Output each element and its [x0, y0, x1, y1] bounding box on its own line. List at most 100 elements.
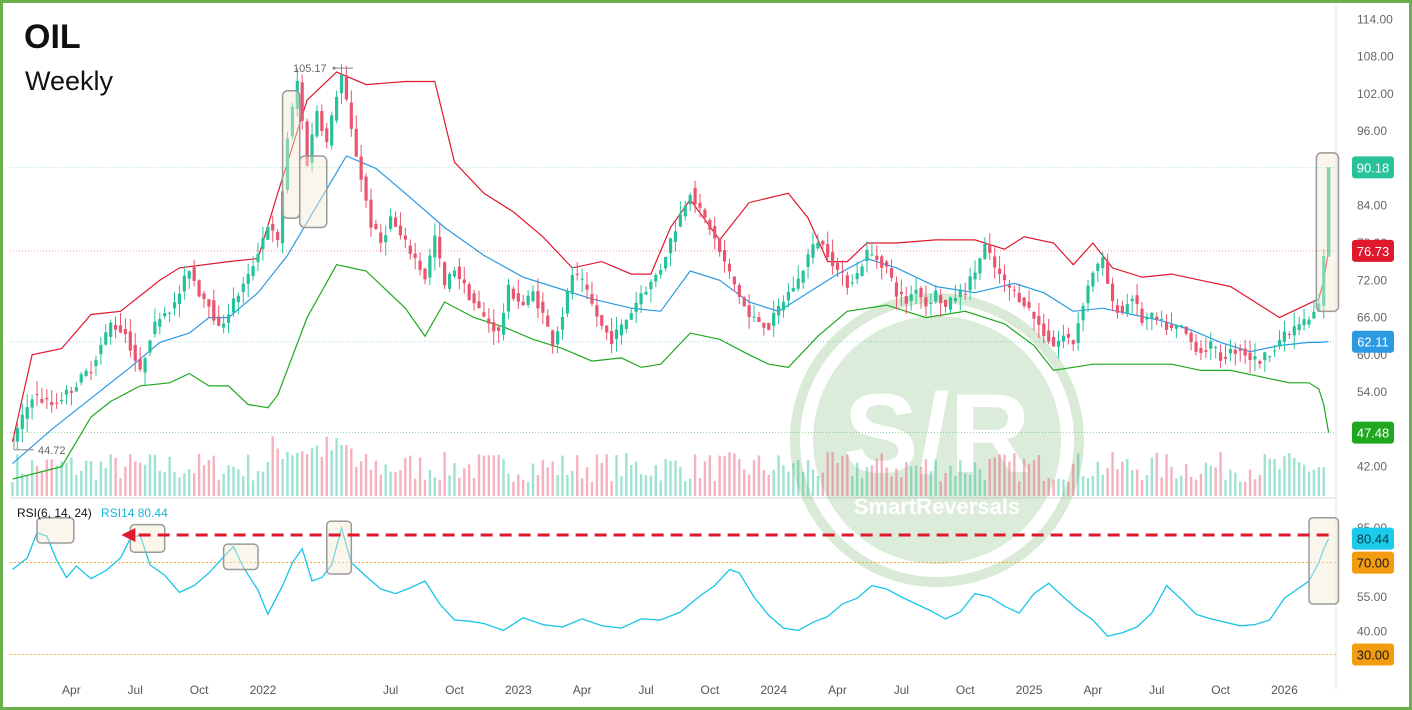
volume-bar: [428, 469, 432, 496]
volume-bar: [939, 481, 942, 496]
volume-bar: [1219, 452, 1222, 496]
candle-body: [767, 322, 771, 330]
time-tick-label: 2026: [1271, 683, 1298, 697]
volume-bar: [1312, 469, 1316, 496]
volume-bar: [1317, 467, 1321, 496]
high-price-annotation: 105.17: [293, 63, 327, 75]
candle-body: [256, 254, 260, 263]
candle-body: [1282, 331, 1287, 342]
volume-bar: [743, 469, 746, 496]
candle-body: [1081, 305, 1085, 321]
candle-body: [624, 319, 628, 329]
volume-bar: [836, 463, 839, 496]
candle-body: [909, 294, 913, 301]
volume-bar: [104, 467, 107, 496]
volume-bar: [634, 461, 638, 496]
volume-bar: [1072, 463, 1075, 496]
candle-body: [354, 128, 358, 157]
volume-bar: [1180, 475, 1183, 496]
volume-bar: [335, 438, 338, 496]
candle-body: [595, 305, 599, 317]
volume-bar: [590, 481, 594, 496]
candle-body: [1238, 349, 1242, 351]
candle-body: [1179, 325, 1183, 327]
candle-body: [713, 226, 717, 239]
candle-body: [1307, 319, 1311, 325]
volume-bar: [1086, 477, 1090, 496]
candle-body: [325, 128, 329, 143]
volume-bar: [708, 455, 712, 496]
price-tick-label: 66.00: [1357, 311, 1387, 325]
candle-body: [521, 301, 525, 306]
watermark-logo-text: S/R: [844, 371, 1031, 496]
volume-bar: [1150, 457, 1154, 496]
candle-body: [25, 407, 29, 419]
candle-body: [688, 194, 692, 205]
volume-bar: [134, 461, 137, 496]
volume-bar: [1175, 478, 1178, 496]
volume-bar: [576, 455, 579, 496]
candle-body: [1273, 350, 1277, 352]
price-tick-label: 84.00: [1357, 199, 1387, 213]
volume-bar: [16, 454, 19, 496]
volume-bar: [688, 478, 692, 496]
rsi-highlight-box: [129, 523, 166, 553]
volume-bar: [99, 461, 103, 496]
candle-body: [718, 238, 722, 252]
candle-body: [433, 235, 437, 258]
candle-body: [1317, 303, 1321, 312]
candle-body: [1110, 283, 1115, 302]
volume-bar: [541, 459, 545, 496]
volume-bar: [684, 481, 687, 496]
candle-body: [30, 399, 34, 408]
candle-body: [231, 298, 236, 313]
candle-body: [364, 176, 368, 201]
volume-bar: [251, 480, 255, 496]
candle-body: [1150, 312, 1154, 319]
candle-body: [300, 82, 304, 121]
volume-bar: [138, 462, 142, 496]
candle-body: [541, 301, 545, 313]
candle-body: [501, 312, 506, 335]
candle-body: [59, 399, 64, 402]
volume-bar: [605, 454, 608, 496]
volume-bar: [1106, 468, 1109, 496]
time-tick-label: Oct: [700, 683, 719, 697]
candle-body: [153, 321, 157, 335]
volume-bar: [831, 452, 834, 496]
candle-body: [69, 391, 73, 393]
volume-bar: [1155, 452, 1158, 496]
volume-bar: [762, 470, 766, 496]
candle-body: [811, 244, 815, 258]
candle-body: [1302, 319, 1306, 326]
candle-body: [1312, 312, 1316, 319]
candle-body: [423, 268, 427, 280]
volume-bar: [1293, 457, 1296, 496]
volume-bar: [84, 460, 88, 496]
time-tick-label: Apr: [1084, 683, 1103, 697]
volume-bar: [620, 476, 623, 496]
time-tick-label: 2022: [250, 683, 277, 697]
candle-body: [958, 289, 962, 298]
candle-body: [1027, 301, 1031, 308]
volume-bar: [855, 462, 859, 496]
volume-bar: [1297, 462, 1301, 496]
candle-body: [359, 156, 363, 180]
candle-body: [1164, 322, 1169, 330]
time-tick-label: 2025: [1016, 683, 1043, 697]
candle-body: [207, 299, 211, 307]
watermark-disc: [813, 316, 1061, 564]
volume-bar: [1273, 459, 1276, 496]
price-label-chip: [1352, 156, 1394, 179]
candle-body: [172, 302, 177, 309]
volume-bar: [630, 465, 633, 496]
candle-body: [639, 293, 643, 305]
candle-body: [875, 255, 879, 260]
volume-bar: [487, 455, 491, 496]
volume-bar: [423, 479, 427, 496]
candle-body: [443, 262, 447, 286]
volume-bar: [207, 460, 211, 496]
high-annotation-dot: [332, 66, 336, 70]
